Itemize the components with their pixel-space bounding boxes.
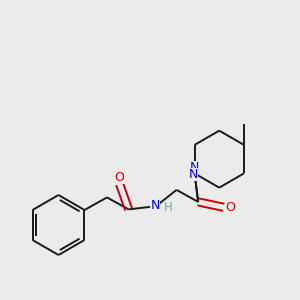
Text: N: N [188,168,198,182]
Text: N: N [150,199,160,212]
Text: N: N [190,161,199,175]
Text: O: O [115,171,124,184]
Text: O: O [225,201,235,214]
Text: H: H [164,201,173,214]
